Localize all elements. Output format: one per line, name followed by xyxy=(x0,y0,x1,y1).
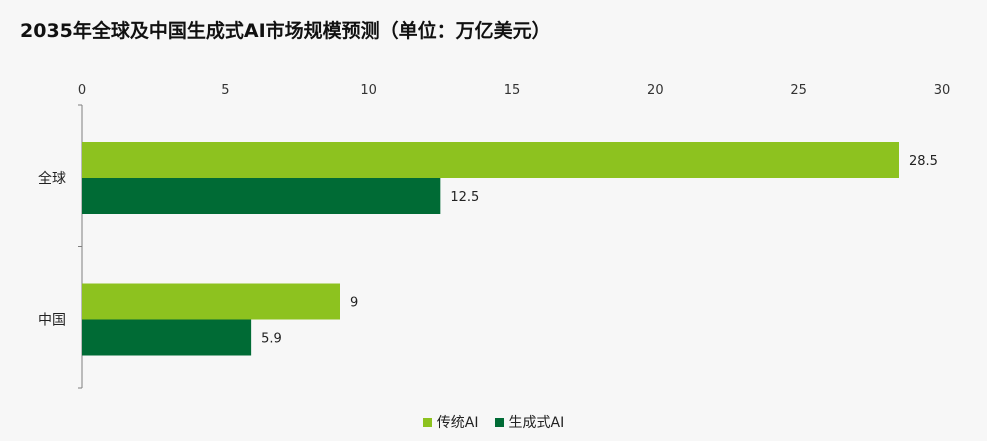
legend-swatch-traditional-ai xyxy=(422,417,432,427)
legend-item-traditional-ai: 传统AI xyxy=(422,412,479,432)
category-label-0: 全球 xyxy=(38,170,66,187)
bar-1-0 xyxy=(82,283,340,320)
legend-label-generative-ai: 生成式AI xyxy=(508,415,565,431)
chart-title: 2035年全球及中国生成式AI市场规模预测（单位：万亿美元） xyxy=(20,20,551,42)
legend-swatch-generative-ai xyxy=(494,417,504,427)
bar-0-0 xyxy=(82,142,899,178)
data-label-1-1: 5.9 xyxy=(261,332,282,347)
data-label-1-0: 9 xyxy=(350,296,358,311)
x-tick-label-5: 25 xyxy=(790,83,807,98)
x-tick-label-3: 15 xyxy=(504,83,521,98)
x-tick-label-6: 30 xyxy=(934,83,951,98)
x-tick-label-0: 0 xyxy=(78,83,86,98)
bar-1-1 xyxy=(82,319,252,356)
legend-item-generative-ai: 生成式AI xyxy=(494,412,565,432)
data-label-0-0: 28.5 xyxy=(909,154,938,169)
x-tick-label-2: 10 xyxy=(360,83,377,98)
chart-legend: 传统AI 生成式AI xyxy=(0,412,987,432)
category-label-1: 中国 xyxy=(38,313,66,329)
x-tick-label-4: 20 xyxy=(647,83,664,98)
data-label-0-1: 12.5 xyxy=(450,190,479,205)
x-tick-label-1: 5 xyxy=(221,83,229,98)
legend-label-traditional-ai: 传统AI xyxy=(436,415,479,431)
bar-0-1 xyxy=(82,178,441,214)
